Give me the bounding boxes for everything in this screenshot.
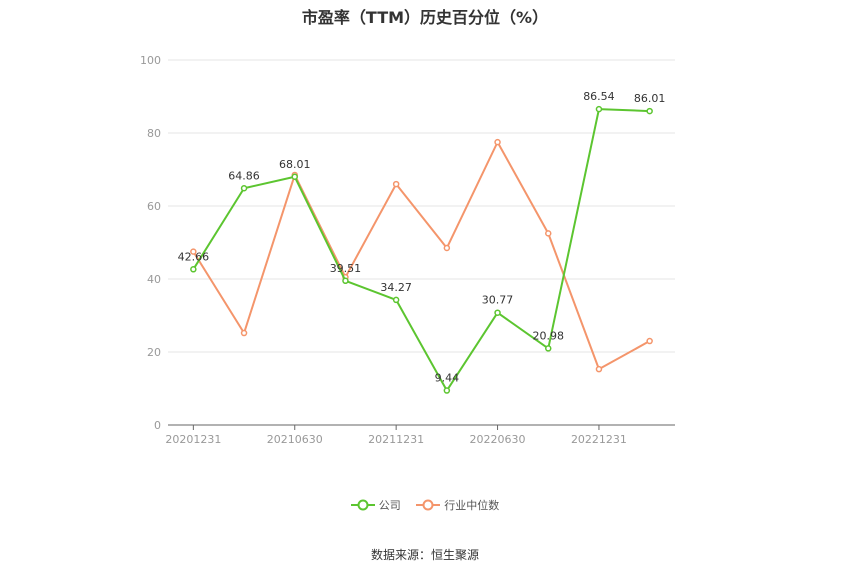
legend-item-company[interactable]: 公司 (350, 497, 401, 513)
data-point-0 (291, 173, 298, 181)
chart-title: 市盈率（TTM）历史百分位（%） (301, 8, 549, 27)
legend: 公司 行业中位数 (0, 497, 850, 514)
data-point-0 (342, 277, 349, 285)
x-tick-label: 20220630 (470, 433, 526, 446)
data-point-0 (443, 387, 451, 394)
y-tick-label: 40 (147, 273, 161, 286)
data-label: 20.98 (533, 329, 565, 342)
data-point-1 (545, 230, 552, 237)
y-tick-label: 60 (147, 200, 161, 213)
y-tick-label: 80 (147, 127, 161, 140)
data-label: 39.51 (330, 262, 362, 275)
data-point-0 (240, 185, 248, 192)
data-point-1 (646, 337, 653, 345)
data-label: 30.77 (482, 294, 514, 307)
data-point-0 (545, 345, 552, 352)
series-line-0 (192, 108, 650, 392)
data-point-0 (494, 309, 501, 316)
legend-label-company: 公司 (378, 499, 401, 512)
data-point-1 (595, 365, 603, 373)
x-tick-label: 20211231 (368, 433, 424, 446)
data-point-0 (190, 266, 197, 273)
data-point-1 (392, 180, 400, 188)
data-label: 64.86 (228, 169, 260, 182)
series-lines (190, 105, 653, 394)
y-tick-label: 20 (147, 346, 161, 359)
data-label: 34.27 (380, 281, 412, 294)
legend-label-industry-median: 行业中位数 (444, 499, 500, 512)
data-point-0 (595, 105, 603, 113)
data-label: 86.54 (583, 90, 615, 103)
legend-item-industry-median[interactable]: 行业中位数 (416, 497, 499, 513)
data-point-1 (494, 138, 501, 146)
data-point-1 (240, 329, 248, 337)
legend-marker-industry-median-icon (416, 499, 441, 511)
y-tick-label: 0 (154, 419, 161, 432)
data-label: 9.44 (435, 372, 460, 385)
grid-lines (168, 59, 675, 353)
axes: 0 20 40 60 80 100 20201231 20210630 20211231 2022… (140, 54, 675, 446)
data-point-0 (646, 107, 653, 115)
data-label: 86.01 (634, 92, 666, 105)
data-label: 68.01 (279, 158, 311, 171)
data-point-0 (392, 296, 400, 304)
data-point-1 (190, 248, 197, 255)
y-tick-label: 100 (140, 54, 161, 67)
x-tick-label: 20210630 (267, 433, 323, 446)
data-source: 数据来源：恒生聚源 (370, 548, 479, 562)
data-point-1 (443, 244, 451, 252)
x-tick-label: 20201231 (165, 433, 221, 446)
legend-marker-company-icon (350, 499, 375, 511)
series-line-1 (192, 141, 651, 371)
data-label: 42.66 (178, 250, 210, 263)
x-tick-label: 20221231 (571, 433, 627, 446)
data-labels: 42.66 64.86 68.01 39.51 34.27 9.44 30.77 20.98 8… (178, 90, 666, 384)
